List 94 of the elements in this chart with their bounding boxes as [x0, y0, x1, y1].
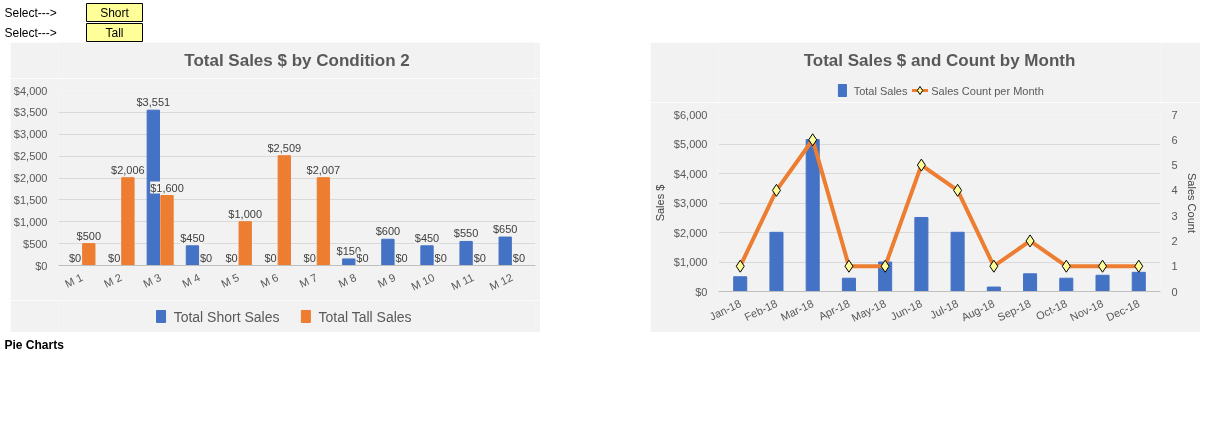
bar — [914, 216, 929, 292]
bar — [498, 236, 512, 266]
data-label: $0 — [303, 251, 316, 264]
x-tick-label: M 7 — [297, 271, 320, 290]
y2-tick-label: 2 — [1171, 234, 1178, 247]
x-tick-label: M 8 — [336, 271, 359, 290]
y-tick-label: $2,500 — [13, 150, 48, 163]
bar — [950, 231, 965, 292]
data-label: $600 — [375, 225, 401, 238]
y-tick-label: $0 — [35, 259, 48, 272]
bar — [316, 177, 331, 266]
chart-title: Total Sales $ by Condition 2 — [184, 51, 410, 70]
y-tick-label: $3,500 — [13, 106, 48, 119]
data-label: $0 — [395, 251, 408, 264]
x-tick-label: M 3 — [141, 271, 163, 290]
bar — [986, 286, 1001, 292]
bar — [121, 177, 135, 266]
data-label: $0 — [264, 251, 277, 264]
y2-tick-label: 6 — [1171, 133, 1178, 146]
data-label: $0 — [199, 251, 213, 264]
x-tick-label: M 11 — [449, 271, 476, 293]
text: Pie Charts — [4, 337, 65, 352]
x-tick-label: M 1 — [62, 271, 85, 290]
y2-tick-label: 4 — [1171, 184, 1178, 197]
bar — [805, 139, 820, 292]
y2-tick-label: 1 — [1171, 260, 1178, 273]
bar — [733, 276, 748, 292]
y2-tick-label: 3 — [1171, 209, 1178, 222]
y2-axis-title: Sales Count — [1185, 173, 1198, 233]
x-tick-label: M 5 — [219, 271, 241, 290]
data-label: $650 — [492, 223, 518, 236]
legend-label: Total Short Sales — [173, 308, 280, 325]
y2-tick-label: 7 — [1171, 108, 1178, 121]
y-axis-title: Sales $ — [653, 184, 666, 222]
y-tick-label: $3,000 — [13, 128, 48, 141]
text: Short — [100, 5, 130, 20]
x-tick-label: M 12 — [487, 271, 515, 293]
data-label: $2,007 — [306, 163, 341, 176]
data-label: $450 — [180, 231, 205, 244]
data-label: $450 — [414, 231, 440, 244]
bar — [459, 240, 473, 266]
bar — [769, 231, 784, 292]
legend-label: Total Sales — [853, 84, 908, 97]
bar — [238, 221, 252, 266]
x-tick-label: M 2 — [101, 271, 124, 290]
data-label: $3,551 — [136, 96, 171, 109]
bar — [381, 238, 395, 266]
text: Select---> — [4, 25, 57, 40]
y-tick-label: $0 — [695, 285, 708, 298]
y-tick-label: $5,000 — [673, 138, 708, 150]
y-tick-label: $500 — [23, 237, 48, 250]
bar — [1131, 271, 1146, 292]
legend-label: Total Tall Sales — [318, 308, 412, 325]
data-label: $0 — [69, 251, 82, 264]
data-label: $500 — [76, 229, 102, 242]
bar — [1023, 273, 1038, 292]
bar — [82, 243, 96, 266]
data-label: $2,006 — [111, 163, 145, 176]
y2-tick-label: 5 — [1171, 159, 1178, 172]
data-label: $550 — [453, 227, 479, 240]
y-tick-label: $2,000 — [673, 226, 708, 239]
bar — [185, 245, 200, 266]
y-tick-label: $6,000 — [673, 108, 708, 121]
text: Select---> — [4, 5, 57, 20]
y-tick-label: $1,000 — [13, 215, 48, 228]
y2-tick-label: 0 — [1171, 285, 1178, 298]
y-tick-label: $1,500 — [13, 193, 48, 206]
bar — [160, 195, 174, 266]
data-label: $1,000 — [228, 207, 263, 220]
bar — [841, 277, 856, 292]
data-label: $0 — [434, 251, 447, 264]
x-tick-label: M 10 — [409, 271, 437, 293]
data-label: $0 — [512, 251, 526, 264]
data-label: $2,509 — [267, 141, 302, 154]
data-label: $0 — [108, 251, 121, 264]
data-label: $1,600 — [150, 181, 184, 194]
y-tick-label: $4,000 — [13, 84, 48, 97]
y-tick-label: $2,000 — [13, 172, 48, 184]
bar — [1059, 277, 1074, 292]
bar — [1095, 274, 1110, 292]
x-tick-label: M 9 — [375, 271, 398, 290]
chart-title: Total Sales $ and Count by Month — [803, 51, 1076, 70]
legend-label: Sales Count per Month — [931, 84, 1044, 97]
data-label: $0 — [225, 251, 238, 264]
bar — [277, 155, 291, 266]
y-tick-label: $1,000 — [673, 256, 708, 268]
x-tick-label: M 4 — [180, 271, 202, 290]
x-tick-label: M 6 — [258, 271, 281, 290]
bar — [342, 258, 356, 266]
y-tick-label: $3,000 — [673, 197, 708, 209]
data-label: $0 — [473, 251, 486, 264]
bar — [420, 245, 434, 266]
y-tick-label: $4,000 — [673, 167, 708, 180]
text: Tall — [105, 25, 124, 40]
